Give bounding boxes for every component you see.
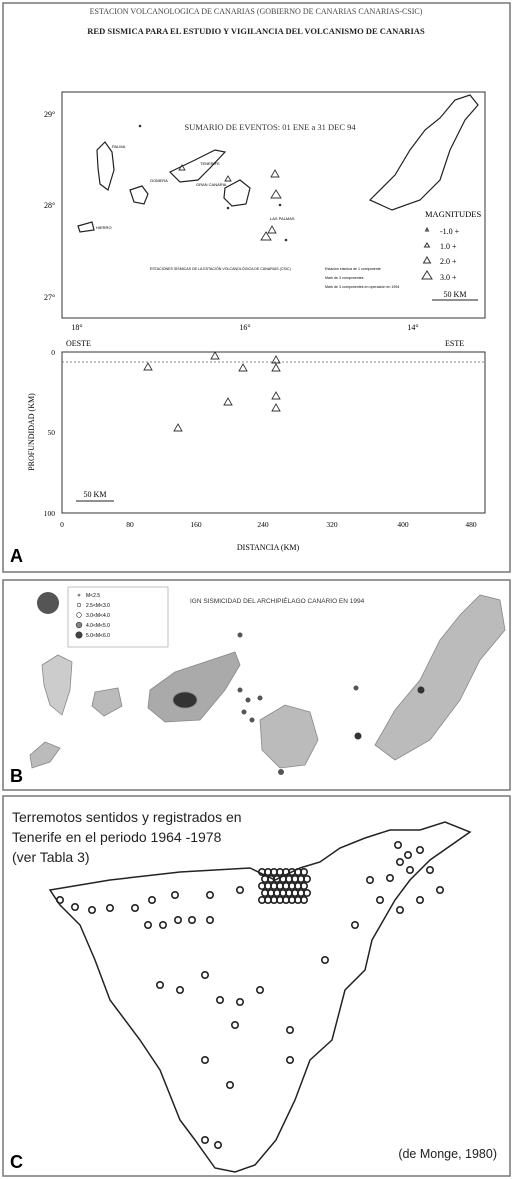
legend-label: 3.0 +	[440, 273, 457, 282]
lat-label: 29°	[44, 110, 55, 119]
event	[242, 710, 247, 715]
distance-tick: 400	[397, 520, 409, 529]
island-label: GOMERA	[150, 178, 168, 183]
distance-tick: 80	[126, 520, 134, 529]
depth-tick: 50	[48, 428, 56, 437]
legend-label: 2.5<M<3.0	[86, 603, 110, 609]
panel-letter: C	[10, 1152, 23, 1172]
legend-label: 2.0 +	[440, 257, 457, 266]
distance-ticks: 0 80 160 240 320 400 480	[60, 520, 477, 529]
section-scale-label: 50 KM	[84, 490, 107, 499]
distance-tick: 320	[326, 520, 338, 529]
section-events	[144, 352, 280, 431]
stations-title: ESTACIONES SÍSMICAS DE LA ESTACIÓN VOLCA…	[150, 266, 291, 271]
island	[170, 150, 225, 182]
panel-a-frame	[3, 3, 510, 572]
event	[355, 733, 362, 740]
station-label: Mark de 3 componentes en operación en 19…	[325, 285, 399, 289]
station-label: Mark de 3 componentes	[325, 276, 364, 280]
event	[227, 207, 230, 210]
event	[144, 352, 280, 431]
island-label: GRAN CANARIA	[196, 182, 227, 187]
legend-label: 4.0<M<5.0	[86, 623, 110, 629]
legend-label: 1.0 +	[440, 242, 457, 251]
legend-symbol	[77, 613, 82, 618]
event	[354, 686, 359, 691]
x-axis-label: DISTANCIA (KM)	[237, 543, 300, 552]
figure: ESTACION VOLCANOLOGICA DE CANARIAS (GOBI…	[0, 0, 513, 1179]
subheader: RED SISMICA PARA EL ESTUDIO Y VIGILANCIA…	[87, 26, 425, 36]
east-label: ESTE	[445, 339, 464, 348]
island	[130, 186, 148, 204]
source: (de Monge, 1980)	[398, 1147, 497, 1161]
title-line: Terremotos sentidos y registrados en	[12, 809, 242, 825]
island-label: HIERRO	[96, 225, 112, 230]
distance-tick: 160	[190, 520, 202, 529]
islands-outline	[78, 95, 478, 232]
legend-symbol	[422, 228, 432, 279]
lon-label: 16°	[239, 323, 250, 332]
station-label: Estación sísmica de 1 componente	[325, 267, 381, 271]
legend-box	[68, 587, 168, 647]
event	[278, 769, 284, 775]
event	[285, 239, 288, 242]
lon-label: 18°	[71, 323, 82, 332]
depth-tick: 100	[44, 509, 56, 518]
depth-tick: 0	[51, 348, 55, 357]
event	[279, 204, 282, 207]
lat-label: 28°	[44, 201, 55, 210]
map-title: IGN SISMICIDAD DEL ARCHIPIÉLAGO CANARIO …	[190, 596, 365, 605]
panel-letter: A	[10, 546, 23, 566]
island	[97, 142, 114, 190]
legend-label: -1.0 +	[440, 227, 460, 236]
island	[224, 180, 250, 206]
section-box	[62, 352, 485, 513]
island	[78, 222, 94, 232]
event	[258, 696, 263, 701]
distance-tick: 0	[60, 520, 64, 529]
legend-label: 3.0<M<4.0	[86, 613, 110, 619]
event	[139, 125, 142, 128]
event	[246, 698, 251, 703]
west-label: OESTE	[66, 339, 91, 348]
island-label: LAS PALMAS	[270, 216, 295, 221]
island-label: TENERIFE	[200, 161, 220, 166]
legend-label: 5.0<M<6.0	[86, 633, 110, 639]
y-axis-label: PROFUNDIDAD (KM)	[27, 393, 36, 471]
event	[238, 633, 243, 638]
distance-tick: 240	[257, 520, 269, 529]
logo	[37, 592, 59, 614]
magnitude-legend: -1.0 + 1.0 + 2.0 + 3.0 +	[440, 227, 460, 282]
map-title: SUMARIO DE EVENTOS: 01 ENE a 31 DEC 94	[184, 122, 356, 132]
legend-label: M<2.5	[86, 593, 100, 599]
island	[370, 95, 478, 210]
title-line: (ver Tabla 3)	[12, 849, 90, 865]
peak	[173, 692, 197, 708]
legend-symbol	[76, 632, 82, 638]
scale-label: 50 KM	[444, 290, 467, 299]
magnitude-symbols	[422, 228, 432, 279]
header: ESTACION VOLCANOLOGICA DE CANARIAS (GOBI…	[90, 7, 423, 16]
title-line: Tenerife en el periodo 1964 -1978	[12, 829, 222, 845]
event	[418, 687, 425, 694]
magnitudes-title: MAGNITUDES	[425, 209, 481, 219]
legend-symbol	[76, 622, 82, 628]
island-label: PALMA	[112, 144, 126, 149]
lon-label: 14°	[407, 323, 418, 332]
legend-symbol	[77, 603, 81, 607]
event	[238, 688, 243, 693]
event	[250, 718, 255, 723]
panel-letter: B	[10, 766, 23, 786]
lat-label: 27°	[44, 293, 55, 302]
distance-tick: 480	[465, 520, 477, 529]
legend-symbol	[78, 594, 80, 596]
